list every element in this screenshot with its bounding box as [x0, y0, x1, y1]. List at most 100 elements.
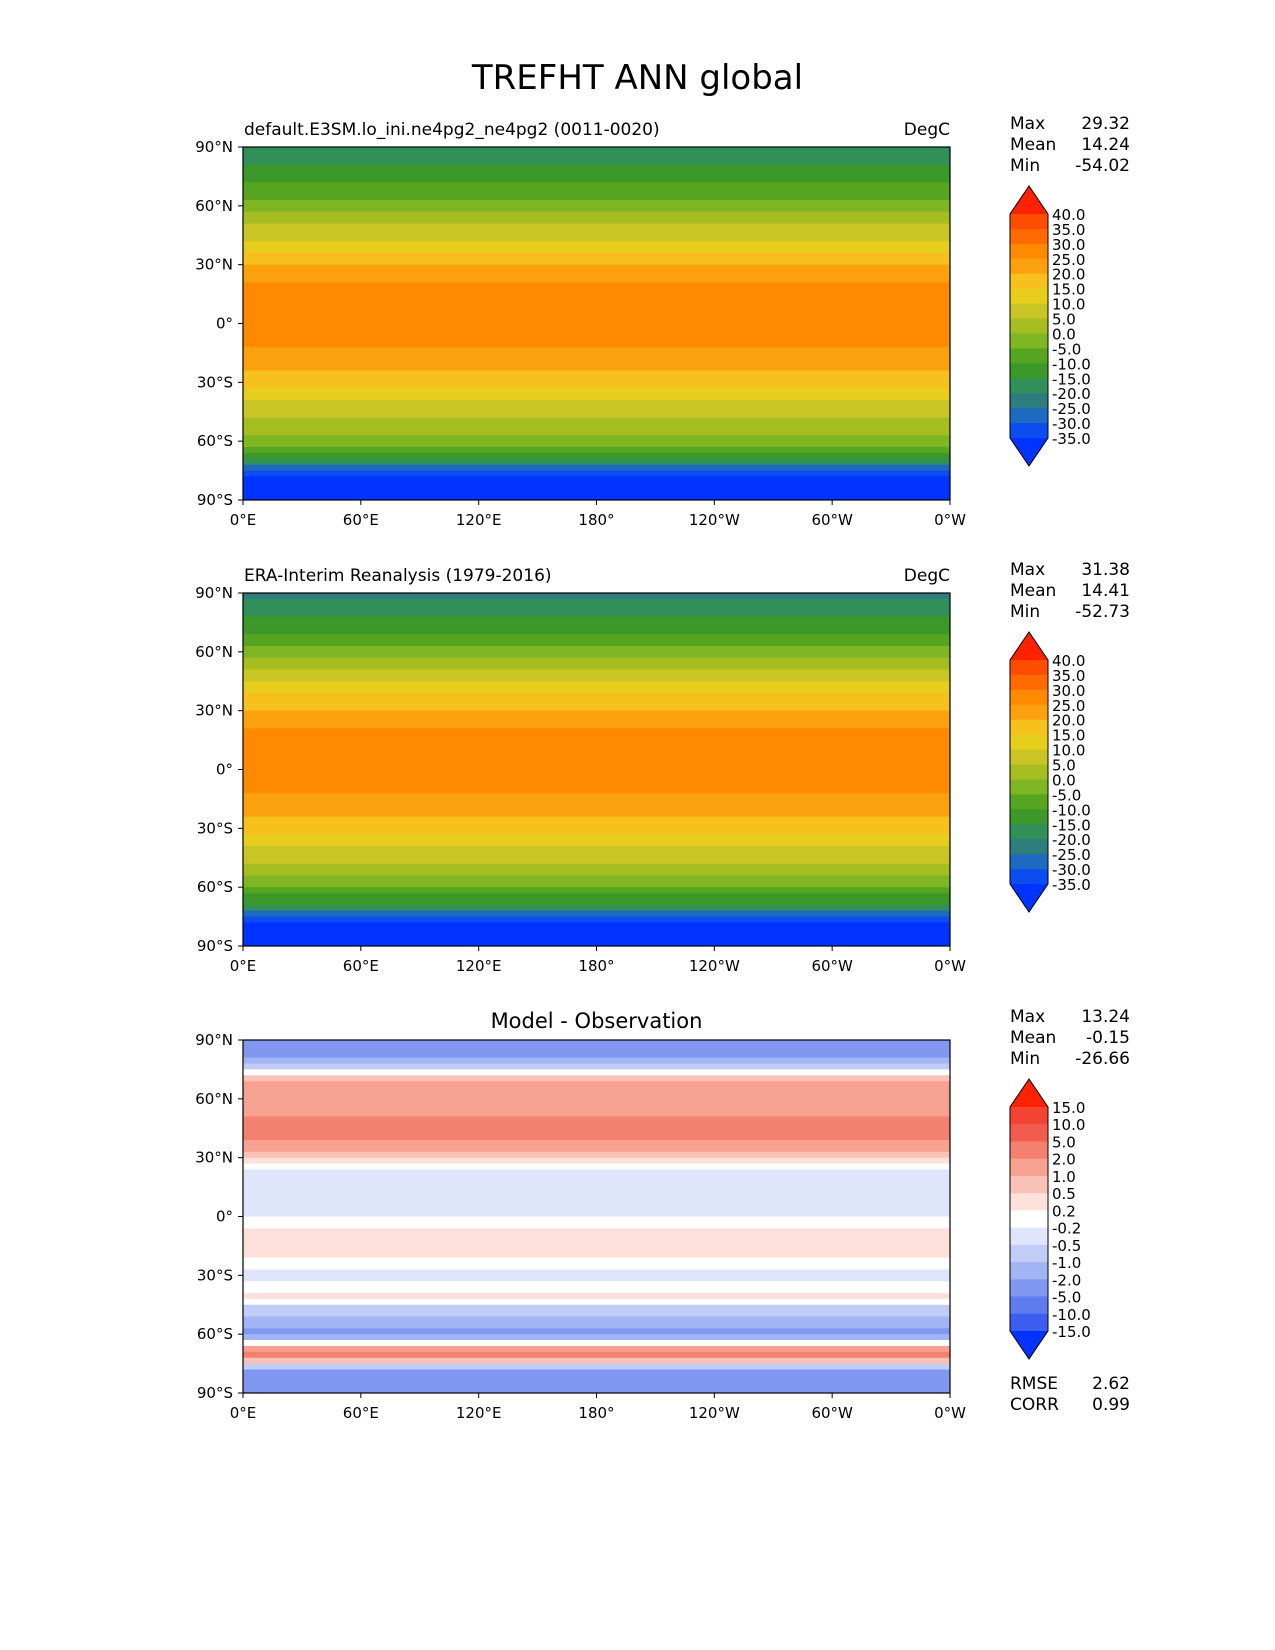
colorbar-swatch — [1010, 423, 1048, 439]
y-tick-label: 30°S — [197, 819, 233, 837]
colorbar-tick-label: 0.0 — [1052, 325, 1076, 343]
lat-band — [243, 757, 950, 765]
y-tick-label: 60°S — [197, 1325, 233, 1343]
panel-title: Model - Observation — [491, 1009, 703, 1033]
y-tick-label: 60°N — [195, 1090, 233, 1108]
colorbar-swatch — [1010, 794, 1048, 810]
lat-band — [243, 294, 950, 301]
lat-band — [243, 152, 950, 160]
footer-stat-label: RMSE — [1010, 1374, 1058, 1394]
lat-band — [243, 1134, 950, 1141]
colorbar-swatch — [1010, 869, 1048, 885]
lat-band — [243, 1263, 950, 1271]
lat-band — [243, 1181, 950, 1188]
stat-label: Mean — [1010, 581, 1056, 601]
lat-band — [243, 1334, 950, 1341]
lat-band — [243, 235, 950, 242]
stat-value: 31.38 — [1081, 560, 1130, 580]
y-tick-label: 90°S — [197, 491, 233, 509]
lat-band — [243, 482, 950, 489]
lat-band — [243, 663, 950, 671]
colorbar-tick-label: -5.0 — [1052, 786, 1081, 804]
x-tick-label: 60°W — [811, 511, 853, 529]
lat-band — [243, 358, 950, 366]
lat-band — [243, 928, 950, 935]
y-tick-label: 30°S — [197, 1266, 233, 1284]
lat-band — [243, 1292, 950, 1300]
lat-band — [243, 593, 950, 600]
y-tick-label: 0° — [216, 315, 233, 333]
colorbar-swatch — [1010, 809, 1048, 825]
stat-value: -26.66 — [1075, 1049, 1130, 1069]
colorbar-swatch — [1010, 1193, 1048, 1211]
panel-units: DegC — [904, 566, 950, 586]
x-tick-label: 120°E — [456, 1404, 502, 1422]
colorbar-tick-label: -20.0 — [1052, 831, 1091, 849]
lat-band — [243, 341, 950, 348]
stat-label: Min — [1010, 602, 1040, 622]
colorbar-swatch — [1010, 408, 1048, 424]
lat-band — [243, 382, 950, 389]
colorbar-tick-label: -5.0 — [1052, 340, 1081, 358]
lat-band — [243, 276, 950, 283]
stat-value: 14.41 — [1081, 581, 1130, 601]
stat-label: Min — [1010, 156, 1040, 176]
colorbar-extend-min — [1010, 884, 1048, 912]
lat-band — [243, 399, 950, 407]
colorbar-extend-min — [1010, 438, 1048, 466]
colorbar-outline — [1009, 1078, 1049, 1360]
colorbar-extend-min — [1010, 1331, 1048, 1359]
colorbar-tick-label: -10.0 — [1052, 801, 1091, 819]
colorbar-tick-label: 0.0 — [1052, 771, 1076, 789]
colorbar-extend-max — [1010, 632, 1048, 660]
colorbar-tick-label: -25.0 — [1052, 846, 1091, 864]
y-tick-label: 30°N — [195, 1149, 233, 1167]
colorbar-swatch — [1010, 393, 1048, 409]
colorbar-tick-label: 10.0 — [1052, 296, 1085, 314]
lat-band — [243, 1140, 950, 1147]
lat-band — [243, 787, 950, 794]
stat-label: Mean — [1010, 135, 1056, 155]
colorbar-outline — [1009, 185, 1049, 467]
colorbar-swatch — [1010, 674, 1048, 691]
lat-band — [243, 1204, 950, 1212]
lat-band — [243, 170, 950, 178]
colorbar-swatch — [1010, 1262, 1048, 1280]
lat-band — [243, 734, 950, 741]
footer-stat-value: 2.62 — [1092, 1374, 1130, 1394]
lat-band — [243, 1222, 950, 1229]
lat-band — [243, 893, 950, 900]
lat-band — [243, 182, 950, 189]
colorbar-tick-label: 30.0 — [1052, 236, 1085, 254]
colorbar-swatch — [1010, 764, 1048, 780]
colorbar-swatch — [1010, 1158, 1048, 1177]
lat-band — [243, 1257, 950, 1265]
lat-band — [243, 317, 950, 325]
lat-band — [243, 1328, 950, 1335]
colorbar-tick-label: 35.0 — [1052, 667, 1085, 685]
colorbar-tick-label: 20.0 — [1052, 266, 1085, 284]
colorbar-tick-label: -10.0 — [1052, 1306, 1091, 1324]
lat-band — [243, 822, 950, 829]
lat-band — [243, 598, 950, 606]
lat-band — [243, 388, 950, 395]
lat-band — [243, 1269, 950, 1276]
stat-value: 14.24 — [1081, 135, 1130, 155]
lat-band — [243, 229, 950, 236]
lat-band — [243, 176, 950, 183]
lat-band — [243, 740, 950, 747]
lat-band — [243, 311, 950, 319]
x-tick-label: 120°E — [456, 511, 502, 529]
lat-band — [243, 634, 950, 641]
lat-band — [243, 1122, 950, 1129]
lat-band — [243, 205, 950, 213]
colorbar-tick-label: -15.0 — [1052, 370, 1091, 388]
colorbar-extend-max — [1010, 1079, 1048, 1107]
colorbar-tick-label: 30.0 — [1052, 682, 1085, 700]
lat-band — [243, 1169, 950, 1176]
lat-band — [243, 199, 950, 207]
map-field — [243, 1040, 950, 1393]
lat-band — [243, 1281, 950, 1288]
lat-band — [243, 394, 950, 401]
colorbar-swatch — [1010, 1124, 1048, 1142]
